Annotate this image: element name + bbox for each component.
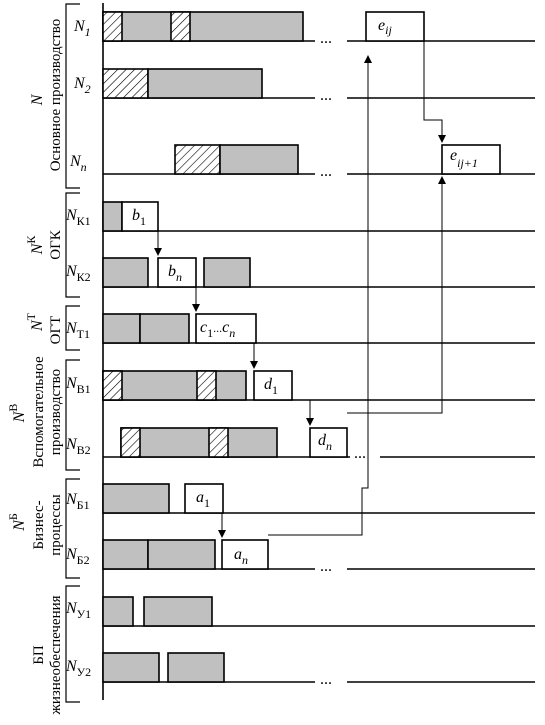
svg-text:Вспомогательное: Вспомогательное <box>31 356 47 468</box>
svg-text:ОГК: ОГК <box>48 229 64 260</box>
svg-text:процессы: процессы <box>48 494 64 555</box>
svg-text:an: an <box>234 546 248 567</box>
row-label-k1: NК1 <box>65 207 91 228</box>
svg-text:...: ... <box>320 671 332 688</box>
svg-text:...: ... <box>354 445 366 462</box>
group-aux-label: NВ Вспомогательное производство <box>6 356 64 468</box>
group-brackets <box>65 3 80 703</box>
row-labels: N1 N2 Nn NК1 NК2 NТ1 NВ1 NВ2 NБ1 NБ2 NУ1… <box>65 18 91 679</box>
svg-text:Основное производство: Основное производство <box>48 19 64 172</box>
svg-text:bn: bn <box>168 263 182 284</box>
svg-text:Бизнес-: Бизнес- <box>31 500 47 549</box>
task-a-1: a1 <box>184 483 224 514</box>
task-d-n: dn <box>309 427 348 458</box>
group-ogt-label: NТ ОГТ <box>24 312 64 344</box>
ellipsis-marks: ... ... ... ... ... ... <box>320 30 366 688</box>
svg-text:a1: a1 <box>196 489 210 510</box>
svg-text:NТ: NТ <box>24 312 46 332</box>
row-label-n2: N2 <box>73 75 91 96</box>
row-label-b2: NБ2 <box>65 546 90 567</box>
svg-text:d1: d1 <box>264 376 278 397</box>
svg-text:c1...cn: c1...cn <box>200 319 235 340</box>
group-life-label: БП жизнеобеспечения <box>31 595 64 715</box>
row-label-nn: Nn <box>69 153 87 174</box>
svg-text:производство: производство <box>48 369 64 455</box>
row-label-u1: NУ1 <box>65 600 91 621</box>
svg-text:b1: b1 <box>132 207 146 228</box>
row-label-v2: NВ2 <box>65 436 91 457</box>
svg-text:...: ... <box>320 30 332 47</box>
row-label-k2: NК2 <box>65 263 91 284</box>
svg-text:NВ: NВ <box>6 404 28 424</box>
task-d-1: d1 <box>253 370 293 401</box>
task-b-1: b1 <box>121 201 159 232</box>
row-label-u2: NУ2 <box>65 658 91 679</box>
group-biz-label: NБ Бизнес- процессы <box>6 494 64 555</box>
svg-text:eij: eij <box>378 17 392 37</box>
row-baselines <box>103 40 535 683</box>
task-e-ij: eij <box>365 11 425 42</box>
task-boxes: eij eij+1 b1 bn c1...cn d1 dn a1 <box>121 11 501 570</box>
svg-text:БП: БП <box>31 645 47 665</box>
svg-text:...: ... <box>320 558 332 575</box>
connectors <box>154 26 446 538</box>
time-blocks <box>102 11 304 683</box>
task-b-n: bn <box>157 257 197 288</box>
task-a-n: an <box>221 539 269 570</box>
row-label-v1: NВ1 <box>65 375 91 396</box>
group-main-label: N Основное производство <box>29 19 64 172</box>
svg-text:...: ... <box>320 87 332 104</box>
svg-text:eij+1: eij+1 <box>450 147 478 170</box>
row-label-b1: NБ1 <box>65 491 90 512</box>
task-e-ij1: eij+1 <box>441 144 501 175</box>
row-label-n1: N1 <box>73 18 91 39</box>
svg-text:N: N <box>29 93 46 106</box>
svg-text:жизнеобеспечения: жизнеобеспечения <box>48 595 64 715</box>
group-ogk-label: NК ОГК <box>24 229 64 260</box>
svg-text:NК: NК <box>24 235 46 256</box>
task-c: c1...cn <box>195 313 257 344</box>
svg-text:ОГТ: ОГТ <box>48 316 64 345</box>
svg-text:dn: dn <box>318 432 332 453</box>
svg-text:...: ... <box>320 163 332 180</box>
svg-text:NБ: NБ <box>6 513 28 532</box>
row-label-t1: NТ1 <box>65 320 90 341</box>
